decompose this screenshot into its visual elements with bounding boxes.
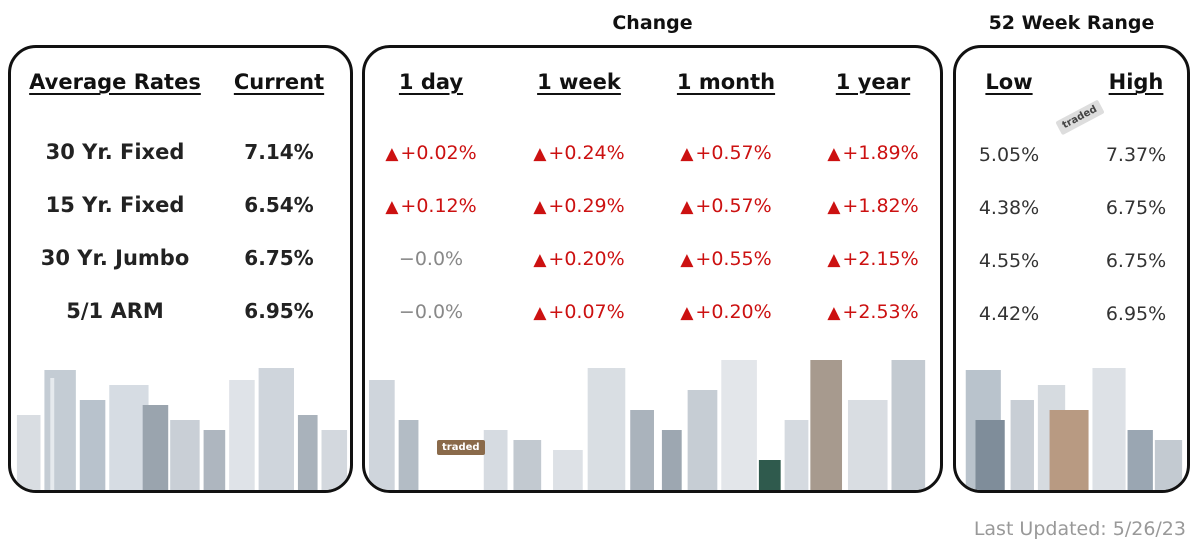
change-30yr-fixed-1-month: ▲ +0.57% bbox=[680, 142, 772, 164]
range-panel: Low High traded 5.05% 7.37% 4.38% 6.75% … bbox=[953, 45, 1190, 493]
triangle-up-icon: ▲ bbox=[680, 250, 694, 270]
header-1-day: 1 day bbox=[398, 70, 464, 94]
change-15yr-fixed-1-year: ▲ +1.82% bbox=[827, 195, 919, 217]
rate-label-30yr-fixed: 30 Yr. Fixed bbox=[45, 140, 185, 164]
change-5-1-arm-1-day: −0.0% bbox=[398, 301, 464, 323]
change-30yr-fixed-1-year: ▲ +1.89% bbox=[827, 142, 919, 164]
low-5-1-arm: 4.42% bbox=[978, 303, 1040, 325]
header-low: Low bbox=[985, 70, 1033, 94]
high-30yr-jumbo: 6.75% bbox=[1105, 250, 1167, 272]
change-5-1-arm-1-month: ▲ +0.20% bbox=[680, 301, 772, 323]
change-30yr-jumbo-1-year: ▲ +2.15% bbox=[827, 248, 919, 270]
high-30yr-fixed: 7.37% bbox=[1105, 144, 1167, 166]
low-30yr-fixed: 5.05% bbox=[978, 144, 1040, 166]
header-1-month: 1 month bbox=[676, 70, 776, 94]
average-rates-header: Average Rates bbox=[29, 70, 201, 94]
last-updated-text: Last Updated: 5/26/23 bbox=[973, 518, 1186, 540]
change-30yr-fixed-1-day: ▲ +0.02% bbox=[385, 142, 477, 164]
current-rate-15yr-fixed: 6.54% bbox=[244, 193, 314, 217]
city-skyline-image bbox=[16, 368, 348, 490]
change-30yr-jumbo-1-day: −0.0% bbox=[398, 248, 464, 270]
triangle-up-icon: ▲ bbox=[533, 144, 547, 164]
change-30yr-jumbo-1-month: ▲ +0.55% bbox=[680, 248, 772, 270]
average-rates-panel: Average Rates Current 30 Yr. Fixed 7.14%… bbox=[8, 45, 353, 493]
rate-label-30yr-jumbo: 30 Yr. Jumbo bbox=[40, 246, 190, 270]
current-rate-30yr-fixed: 7.14% bbox=[244, 140, 314, 164]
city-skyline-image bbox=[965, 368, 1183, 490]
header-1-year: 1 year bbox=[835, 70, 911, 94]
triangle-up-icon: ▲ bbox=[827, 250, 841, 270]
change-30yr-jumbo-1-week: ▲ +0.20% bbox=[533, 248, 625, 270]
triangle-up-icon: ▲ bbox=[533, 303, 547, 323]
change-30yr-fixed-1-week: ▲ +0.24% bbox=[533, 142, 625, 164]
triangle-up-icon: ▲ bbox=[680, 303, 694, 323]
triangle-up-icon: ▲ bbox=[533, 250, 547, 270]
triangle-up-icon: ▲ bbox=[385, 197, 399, 217]
traded-banner-logo: traded bbox=[1055, 99, 1105, 136]
triangle-up-icon: ▲ bbox=[533, 197, 547, 217]
header-high: High bbox=[1108, 70, 1164, 94]
current-rate-5-1-arm: 6.95% bbox=[244, 299, 314, 323]
change-15yr-fixed-1-week: ▲ +0.29% bbox=[533, 195, 625, 217]
city-skyline-image bbox=[368, 360, 926, 490]
rate-label-5-1-arm: 5/1 ARM bbox=[66, 299, 164, 323]
change-15yr-fixed-1-day: ▲ +0.12% bbox=[385, 195, 477, 217]
triangle-up-icon: ▲ bbox=[680, 197, 694, 217]
change-panel: 1 day 1 week 1 month 1 year ▲ +0.02% ▲ +0.… bbox=[362, 45, 943, 493]
high-15yr-fixed: 6.75% bbox=[1105, 197, 1167, 219]
current-rate-30yr-jumbo: 6.75% bbox=[244, 246, 314, 270]
low-30yr-jumbo: 4.55% bbox=[978, 250, 1040, 272]
current-header: Current bbox=[233, 70, 325, 94]
range-heading: 52 Week Range bbox=[988, 12, 1155, 34]
header-1-week: 1 week bbox=[537, 70, 621, 94]
traded-sign-logo: traded bbox=[437, 440, 485, 455]
change-5-1-arm-1-week: ▲ +0.07% bbox=[533, 301, 625, 323]
rate-label-15yr-fixed: 15 Yr. Fixed bbox=[45, 193, 185, 217]
triangle-up-icon: ▲ bbox=[827, 197, 841, 217]
high-5-1-arm: 6.95% bbox=[1105, 303, 1167, 325]
triangle-up-icon: ▲ bbox=[680, 144, 694, 164]
triangle-up-icon: ▲ bbox=[827, 144, 841, 164]
triangle-up-icon: ▲ bbox=[385, 144, 399, 164]
triangle-up-icon: ▲ bbox=[827, 303, 841, 323]
change-5-1-arm-1-year: ▲ +2.53% bbox=[827, 301, 919, 323]
low-15yr-fixed: 4.38% bbox=[978, 197, 1040, 219]
change-15yr-fixed-1-month: ▲ +0.57% bbox=[680, 195, 772, 217]
change-heading: Change bbox=[612, 12, 693, 34]
